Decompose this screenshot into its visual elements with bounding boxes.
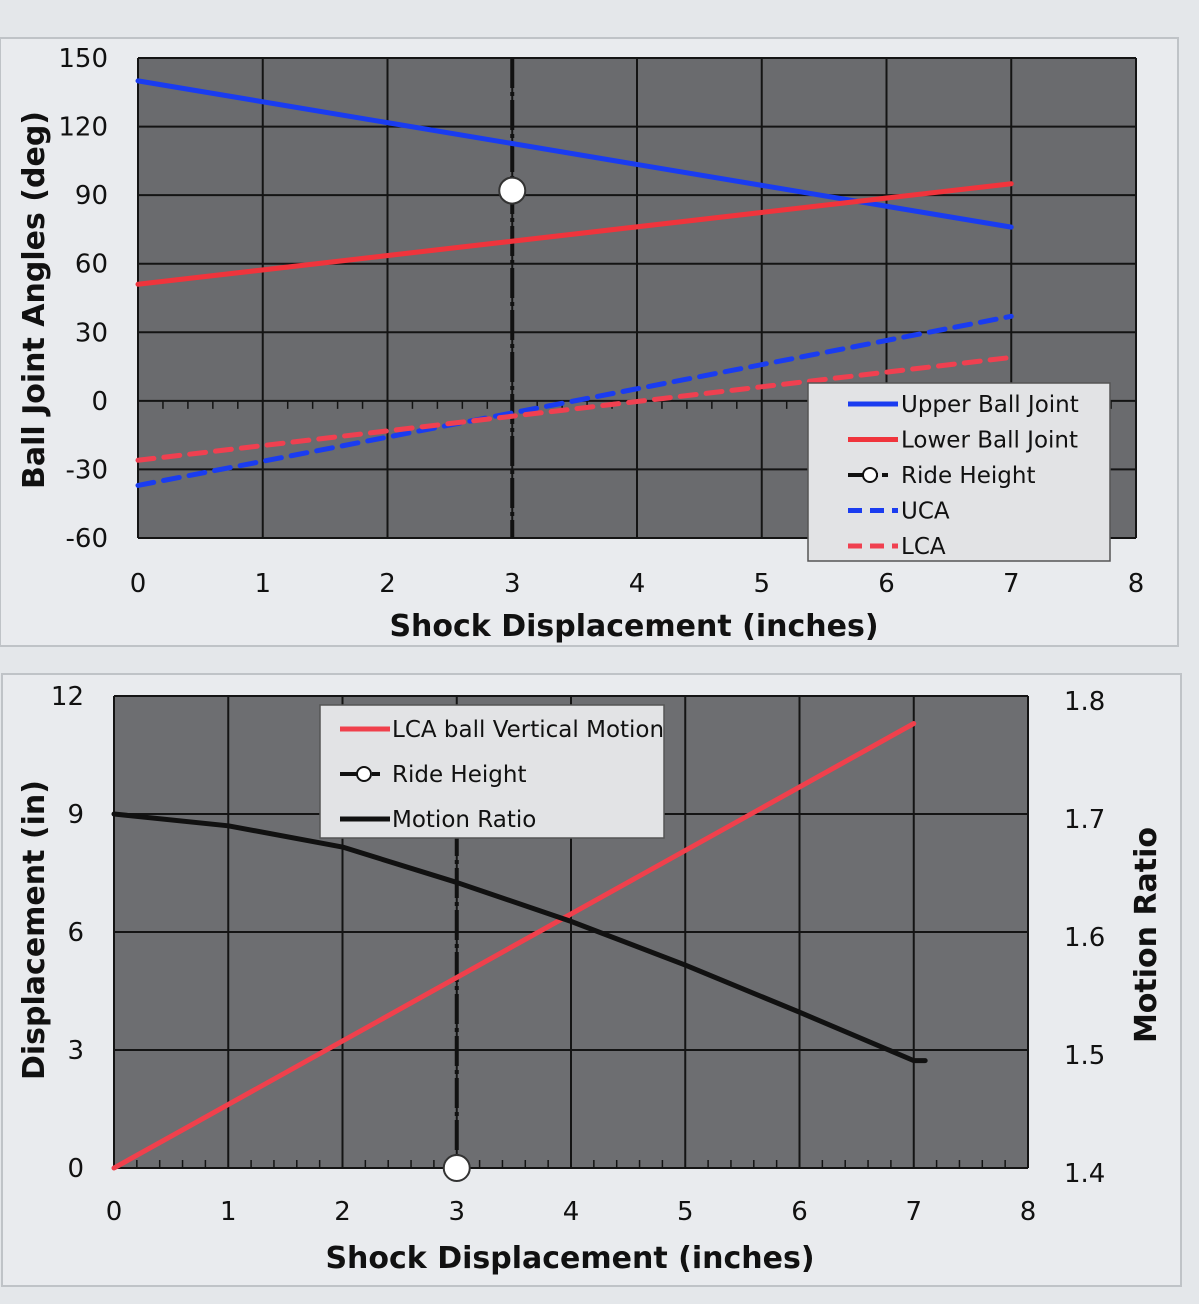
chart1-legend-label-lca: LCA (901, 534, 946, 560)
chart1-legend-box (807, 382, 1111, 562)
chart2-x-tick-label: 1 (220, 1197, 237, 1227)
chart2-legend-marker-ride-height (356, 766, 372, 782)
chart1-x-axis-title: Shock Displacement (inches) (389, 609, 878, 644)
chart2-x-tick-label: 7 (905, 1197, 922, 1227)
chart1-legend-label-uca: UCA (901, 499, 950, 525)
chart2-y-tick-label: 3 (67, 1036, 84, 1066)
chart1-x-tick-label: 6 (878, 569, 895, 599)
chart1-y-tick-label: 90 (75, 181, 108, 211)
chart1-y-tick-label: -60 (66, 524, 108, 554)
chart1-legend-label-lower-ball-joint: Lower Ball Joint (901, 428, 1078, 454)
chart2-x-tick-label: 2 (334, 1197, 351, 1227)
chart1-x-tick-label: 1 (254, 569, 271, 599)
chart2-y-tick-label: 12 (51, 682, 84, 712)
chart2-x-axis-title: Shock Displacement (inches) (325, 1241, 814, 1276)
chart2-y2-tick-label: 1.8 (1064, 687, 1105, 717)
chart1-legend-label-ride-height: Ride Height (901, 463, 1035, 489)
chart1-series-lower-ball-joint-line (135, 181, 1014, 287)
chart2-x-tick-label: 4 (563, 1197, 580, 1227)
chart2-y-axis-title: Displacement (in) (17, 780, 52, 1080)
chart2-series-lca-ball-vertical-motion-line (111, 721, 917, 1171)
chart1-x-tick-label: 2 (379, 569, 396, 599)
chart2-y2-tick-label: 1.5 (1064, 1041, 1105, 1071)
chart2-series-motion-ratio-line (111, 811, 928, 1064)
chart2-x-tick-label: 6 (791, 1197, 808, 1227)
chart2-y-tick-label: 9 (67, 800, 84, 830)
chart1-y-tick-label: 60 (75, 250, 108, 280)
chart1-x-tick-label: 0 (130, 569, 147, 599)
chart1-y-tick-label: 30 (75, 318, 108, 348)
chart1-series-uca-line (135, 313, 1014, 488)
chart2-y2-tick-label: 1.4 (1064, 1159, 1105, 1189)
chart2-legend-label-motion-ratio: Motion Ratio (392, 807, 536, 833)
chart2-y2-tick-label: 1.6 (1064, 923, 1105, 953)
chart2-ride-height-marker (442, 1154, 471, 1182)
chart1-series-lca-line (135, 354, 1014, 463)
chart1-x-tick-label: 4 (629, 569, 646, 599)
chart1-x-tick-label: 3 (504, 569, 521, 599)
chart1-y-tick-label: 150 (58, 44, 108, 74)
chart2-y2-axis-title: Motion Ratio (1129, 827, 1164, 1043)
chart1-y-tick-label: 0 (91, 387, 108, 417)
chart2-x-tick-label: 5 (677, 1197, 694, 1227)
chart1-x-tick-label: 5 (753, 569, 770, 599)
chart2-y-tick-label: 0 (67, 1154, 84, 1184)
chart2-legend-label-lca-ball-vertical-motion: LCA ball Vertical Motion (392, 717, 664, 743)
chart1-y-tick-label: 120 (58, 113, 108, 143)
chart1-ride-height-marker (498, 176, 527, 205)
chart2-y-tick-label: 6 (67, 918, 84, 948)
chart1-legend-marker-ride-height (862, 467, 878, 483)
chart2-x-tick-label: 8 (1020, 1197, 1037, 1227)
chart1-x-tick-label: 7 (1003, 569, 1020, 599)
chart1-x-tick-label: 8 (1128, 569, 1145, 599)
chart1-y-tick-label: -30 (66, 455, 108, 485)
chart1: 150 120 90 60 30 0 -30 -60 0 1 2 3 4 5 6 7 8 Shock Displa… (17, 44, 1144, 644)
chart2-y2-tick-label: 1.7 (1064, 805, 1105, 835)
chart2-x-tick-label: 0 (106, 1197, 123, 1227)
chart2-x-tick-label: 3 (448, 1197, 465, 1227)
chart1-y-axis-title: Ball Joint Angles (deg) (17, 111, 52, 489)
chart1-legend-label-upper-ball-joint: Upper Ball Joint (901, 392, 1079, 418)
chart2-legend-label-ride-height: Ride Height (392, 762, 526, 788)
